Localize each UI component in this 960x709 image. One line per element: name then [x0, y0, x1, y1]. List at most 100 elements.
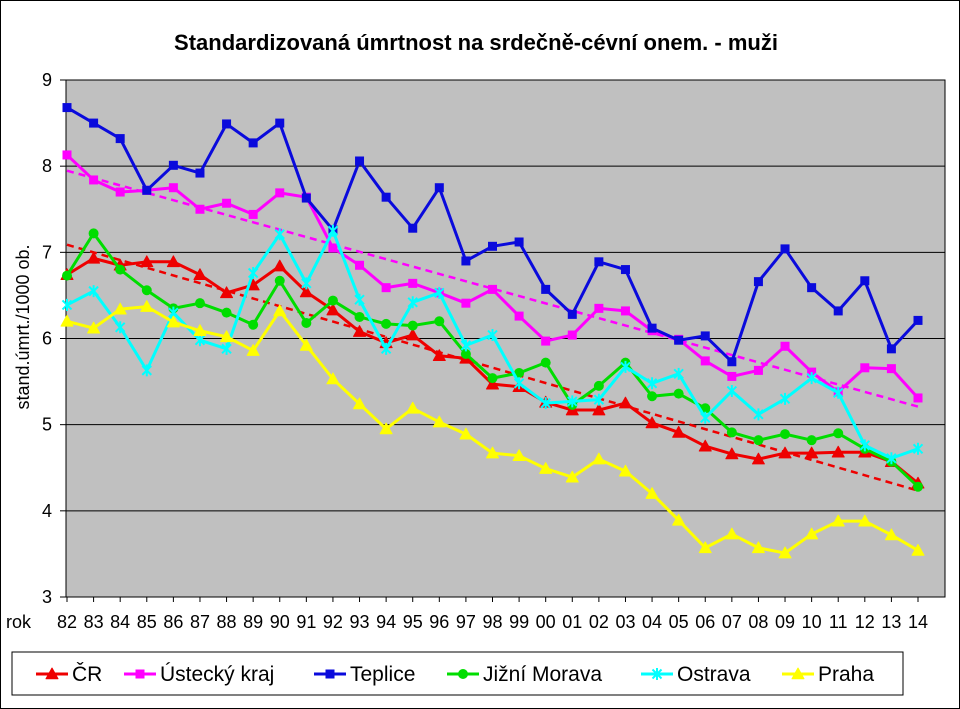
jizni-morava-point	[514, 367, 525, 378]
praha-point	[113, 302, 127, 315]
teplice-point	[195, 168, 205, 178]
legend: ČR Ústecký kraj Teplice Jižní Morava Ostrava…	[36, 663, 874, 686]
cr-point	[831, 445, 845, 458]
praha-point	[805, 527, 819, 540]
ustecky-kraj-point	[381, 283, 391, 293]
x-tick-label: 05	[669, 612, 689, 632]
teplice-point	[408, 223, 418, 233]
ostrava-point	[354, 293, 365, 306]
ustecky-kraj-point	[222, 198, 232, 208]
ustecky-kraj-point	[567, 330, 577, 340]
x-tick-label: 00	[536, 612, 556, 632]
praha-point	[645, 487, 659, 499]
jizni-morava-point	[88, 228, 99, 239]
chart-title: Standardizovaná úmrtnost na srdečně-cévn…	[174, 30, 778, 55]
legend-marker	[458, 669, 468, 679]
trendlines	[66, 169, 919, 492]
ostrava-point	[274, 228, 285, 241]
teplice-point	[488, 241, 497, 251]
y-axis: 3 4 5 6 7 8 9	[42, 70, 66, 607]
legend-marker	[45, 667, 59, 680]
x-tick-label: 83	[84, 612, 104, 632]
praha-point	[406, 401, 420, 414]
x-tick-label: 14	[908, 612, 928, 632]
x-tick-label: 90	[270, 612, 290, 632]
ustecky-kraj-point	[195, 204, 205, 214]
ustecky-kraj-point	[886, 364, 896, 374]
x-tick-label: 01	[562, 612, 582, 632]
y-tick-label: 7	[42, 242, 52, 262]
x-tick-label: 04	[642, 612, 662, 632]
ostrava-point	[487, 329, 498, 342]
teplice-point	[674, 335, 684, 345]
jizni-morava-point	[460, 349, 471, 360]
cr-point	[326, 303, 340, 316]
jizni-morava-point	[301, 317, 312, 328]
teplice-point	[434, 183, 444, 193]
teplice-point	[860, 276, 870, 286]
x-tick-label: 87	[190, 612, 210, 632]
teplice-point	[807, 283, 817, 293]
ostrava-point	[646, 377, 658, 390]
jizni-morava-point	[248, 319, 259, 330]
gridlines	[66, 165, 945, 512]
cr-point	[698, 439, 712, 452]
ustecky-kraj-point	[168, 183, 178, 193]
ostrava-point	[886, 452, 897, 465]
praha-point	[565, 470, 579, 483]
trendline-cr	[66, 243, 919, 492]
x-tick-label: 11	[829, 612, 848, 632]
ustecky-kraj-point	[355, 260, 365, 270]
ustecky-kraj-point	[807, 367, 817, 377]
cr-point	[618, 396, 632, 409]
x-tick-label: 96	[429, 612, 449, 632]
y-tick-label: 3	[42, 587, 52, 607]
ostrava-point	[726, 385, 738, 398]
teplice-point	[381, 192, 391, 202]
praha-point	[273, 304, 287, 317]
x-tick-label: 06	[695, 612, 715, 632]
ustecky-kraj-point	[860, 363, 870, 373]
teplice-point	[727, 357, 737, 367]
jizni-morava-point	[194, 298, 205, 309]
x-tick-label: 97	[456, 612, 476, 632]
y-axis-label: stand.úmrt./1000 ob.	[13, 244, 33, 409]
praha-point	[592, 452, 606, 465]
teplice-point	[168, 160, 178, 170]
ostrava-point	[327, 224, 339, 237]
jizni-morava-point	[487, 373, 498, 384]
x-tick-label: 88	[217, 612, 237, 632]
ostrava-point	[673, 367, 684, 380]
cr-point	[166, 255, 180, 268]
praha-point	[672, 513, 686, 526]
legend-item-ustecky-kraj: Ústecký kraj	[124, 663, 274, 686]
ostrava-point	[221, 342, 232, 355]
jizni-morava-point	[434, 316, 445, 327]
praha-point	[379, 422, 393, 435]
jizni-morava-point	[833, 428, 844, 439]
x-tick-label: 91	[296, 612, 316, 632]
x-tick-label: 92	[323, 612, 343, 632]
praha-point	[831, 514, 845, 527]
x-axis-label: rok	[6, 612, 32, 632]
x-tick-label: 93	[350, 612, 370, 632]
legend-item-jizni-morava: Jižní Morava	[447, 663, 602, 686]
jizni-morava-point	[221, 307, 232, 318]
teplice-point	[647, 323, 657, 333]
y-tick-label: 5	[42, 415, 52, 435]
ustecky-kraj-point	[275, 188, 285, 198]
teplice-point	[115, 134, 125, 144]
legend-item-praha: Praha	[782, 663, 874, 686]
cr-point	[592, 403, 606, 416]
ostrava-point	[700, 411, 711, 424]
teplice-point	[913, 315, 923, 325]
praha-point	[911, 543, 925, 556]
ostrava-point	[301, 277, 312, 290]
cr-point	[645, 416, 659, 429]
x-tick-label: 82	[57, 612, 77, 632]
praha-point	[884, 528, 898, 541]
ustecky-kraj-point	[62, 150, 72, 160]
ustecky-kraj-point	[594, 303, 604, 313]
ostrava-point	[61, 298, 73, 311]
ostrava-point	[194, 334, 206, 347]
